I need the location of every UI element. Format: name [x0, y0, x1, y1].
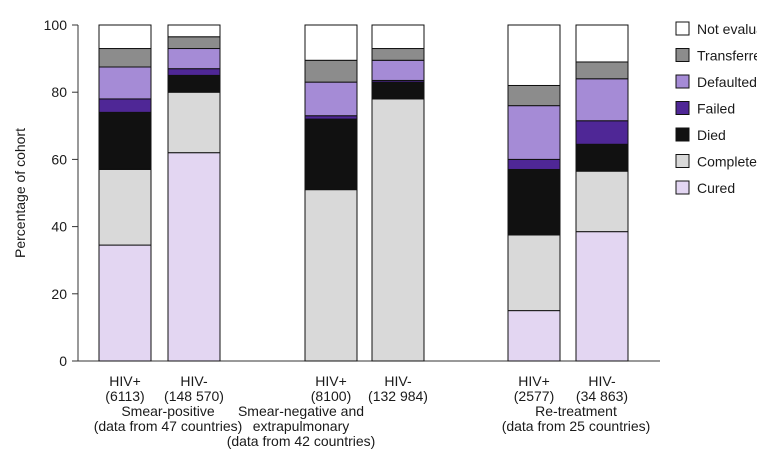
bar-segment-transferred: [575, 61, 629, 80]
bar-segment-died: [167, 74, 221, 93]
group-label: Re-treatment: [535, 403, 617, 419]
bar-segment-not-evaluated: [507, 24, 561, 86]
bar-segment-not-evaluated: [98, 24, 152, 50]
bar-segment-transferred: [167, 36, 221, 50]
bar-category-label: HIV-: [588, 373, 616, 389]
bar-segment-died: [304, 118, 358, 191]
legend-item: Died: [675, 127, 726, 143]
bar-stack: [167, 24, 221, 362]
legend-label: Transferred: [697, 48, 757, 64]
group-label: Smear-negative and: [238, 403, 364, 419]
bar-segment-transferred: [98, 48, 152, 68]
bar-segment-completed: [575, 170, 629, 233]
bar-segment-not-evaluated: [304, 24, 358, 61]
bar-segment-defaulted: [304, 81, 358, 117]
bar-category-label: (8100): [311, 388, 351, 404]
y-tick-label: 20: [51, 286, 67, 302]
bar-segment-defaulted: [98, 66, 152, 100]
legend-label: Defaulted: [697, 74, 757, 90]
legend-item: Cured: [675, 180, 735, 196]
bar-segment-died: [575, 143, 629, 172]
y-tick-label: 40: [51, 219, 67, 235]
bar-segment-failed: [575, 120, 629, 145]
x-axis-labels: HIV+(6113)HIV-(148 570)Smear-positive(da…: [94, 373, 651, 449]
bar-stack: [575, 24, 629, 362]
legend-label: Failed: [697, 101, 735, 117]
bar-segment-completed: [98, 168, 152, 246]
bar-segment-completed: [371, 98, 425, 362]
bar-segment-defaulted: [507, 105, 561, 160]
bar-category-label: HIV-: [180, 373, 208, 389]
legend-swatch: [675, 101, 690, 115]
bar-segment-completed: [167, 91, 221, 154]
bar-segment-cured: [507, 310, 561, 362]
bar-segment-died: [507, 168, 561, 236]
group-label: extrapulmonary: [253, 418, 350, 434]
bar-stack: [507, 24, 561, 362]
legend-item: Completed: [675, 154, 757, 170]
bar-category-label: HIV+: [315, 373, 347, 389]
bar-category-label: (34 863): [576, 388, 628, 404]
bar-segment-died: [371, 81, 425, 100]
legend-item: Failed: [675, 101, 735, 117]
bar-segment-cured: [98, 244, 152, 362]
bar-stack: [304, 24, 358, 362]
bar-segment-failed: [98, 98, 152, 113]
bar-category-label: (6113): [105, 388, 144, 404]
group-label: (data from 42 countries): [227, 433, 376, 449]
group-label: (data from 25 countries): [502, 418, 651, 434]
bar-segment-died: [98, 111, 152, 170]
legend-swatch: [675, 48, 690, 62]
bar-segment-not-evaluated: [167, 24, 221, 38]
group-label: (data from 47 countries): [94, 418, 243, 434]
legend-label: Completed: [697, 154, 757, 170]
bars: [98, 24, 629, 362]
bar-segment-cured: [167, 152, 221, 362]
legend-swatch: [675, 127, 690, 142]
group-label: Smear-positive: [121, 403, 215, 419]
y-tick-label: 100: [44, 17, 68, 33]
y-tick-label: 60: [51, 151, 67, 167]
bar-segment-failed: [167, 68, 221, 76]
legend-swatch: [675, 180, 690, 195]
bar-segment-defaulted: [371, 59, 425, 81]
bar-category-label: HIV+: [518, 373, 550, 389]
bar-segment-transferred: [507, 84, 561, 107]
bar-segment-failed: [304, 115, 358, 120]
bar-segment-not-evaluated: [371, 24, 425, 50]
legend-label: Not evaluated: [697, 21, 757, 37]
bar-category-label: (2577): [514, 388, 554, 404]
bar-stack: [98, 24, 152, 362]
legend: Not evaluated Transferred Defaulted Failed D…: [675, 21, 757, 196]
bar-category-label: (132 984): [368, 388, 428, 404]
bar-segment-completed: [507, 234, 561, 312]
legend-item: Defaulted: [675, 74, 757, 90]
bar-category-label: (148 570): [164, 388, 224, 404]
legend-item: Transferred: [675, 48, 757, 64]
bar-segment-defaulted: [575, 78, 629, 122]
bar-segment-transferred: [371, 48, 425, 61]
bar-segment-cured: [575, 231, 629, 362]
legend-swatch: [675, 74, 690, 89]
legend-label: Cured: [697, 180, 735, 196]
bar-segment-failed: [507, 158, 561, 170]
bar-category-label: HIV-: [384, 373, 412, 389]
legend-swatch: [675, 154, 690, 168]
bar-category-label: HIV+: [109, 373, 141, 389]
bar-segment-transferred: [304, 59, 358, 83]
bar-segment-completed: [304, 189, 358, 362]
y-axis-label: Percentage of cohort: [12, 128, 28, 258]
bar-segment-defaulted: [167, 48, 221, 70]
y-tick-label: 0: [59, 353, 67, 369]
bar-stack: [371, 24, 425, 362]
legend-item: Not evaluated: [675, 21, 757, 37]
bar-segment-not-evaluated: [575, 24, 629, 63]
y-tick-label: 80: [51, 84, 67, 100]
legend-swatch: [675, 21, 690, 36]
legend-label: Died: [697, 127, 726, 143]
